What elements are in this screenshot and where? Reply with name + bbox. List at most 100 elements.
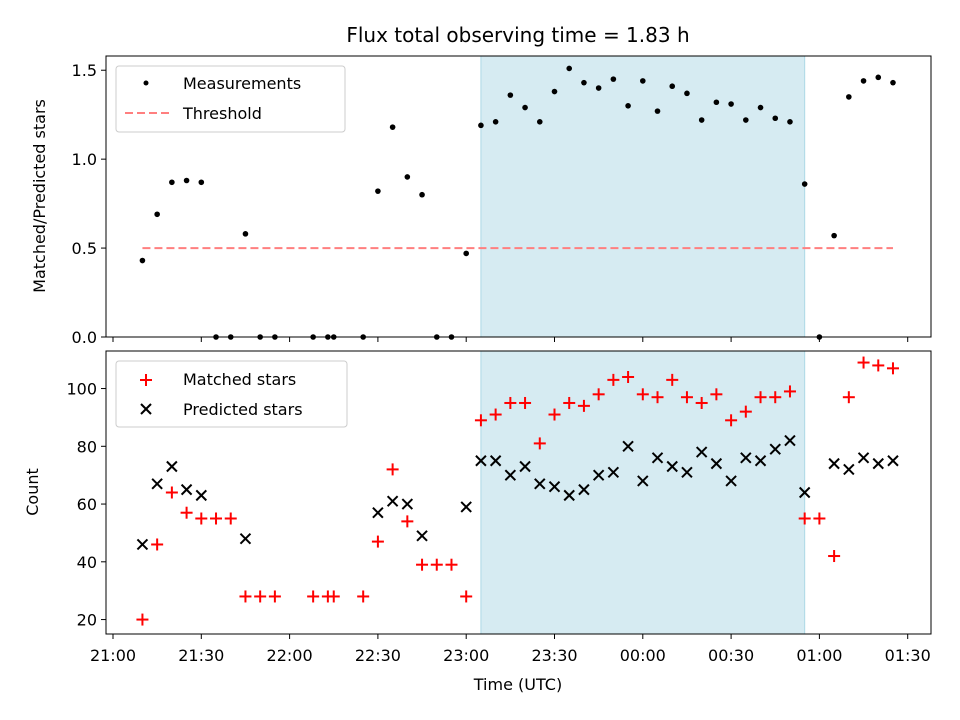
legend-predicted-label: Predicted stars <box>183 400 303 419</box>
predicted-stars-point <box>548 481 561 493</box>
bottom-x-tick-label: 23:00 <box>443 646 489 665</box>
predicted-stars-point <box>504 469 517 481</box>
measurement-point <box>890 79 896 86</box>
bottom-x-tick-label: 23:30 <box>531 646 577 665</box>
matched-stars-point <box>872 359 885 372</box>
predicted-stars-point <box>489 455 502 467</box>
top-shaded-interval <box>480 55 806 338</box>
predicted-stars-point <box>372 507 384 519</box>
predicted-stars-point <box>166 460 178 473</box>
matched-stars-point <box>371 535 384 548</box>
measurement-point <box>684 90 690 97</box>
legend-matched-label: Matched stars <box>183 370 296 389</box>
measurement-point <box>183 177 190 184</box>
bottom-y-tick-label: 20 <box>77 611 97 630</box>
top-y-tick-label: 1.0 <box>72 150 97 169</box>
top-marks <box>139 65 896 340</box>
bottom-axes-frame <box>105 350 932 635</box>
matched-stars-point <box>180 506 193 519</box>
predicted-stars-point <box>401 498 414 510</box>
measurement-point <box>154 211 160 218</box>
legend-threshold-label: Threshold <box>182 104 262 123</box>
matched-stars-point <box>445 558 458 571</box>
predicted-stars-point <box>592 469 605 481</box>
top-y-ticks: 0.0 0.5 1.0 1.5 <box>72 61 106 347</box>
predicted-stars-point <box>828 457 840 470</box>
predicted-stars-point <box>754 455 767 467</box>
bottom-panel: 20 40 60 80 100 21:00 21:30 22:00 22:30 23:00 23:… <box>23 350 932 694</box>
predicted-stars-point <box>769 443 781 455</box>
measurement-point <box>419 191 425 198</box>
measurement-point <box>242 231 249 237</box>
matched-stars-point <box>533 437 546 450</box>
matched-stars-point <box>151 538 164 551</box>
bottom-y-axis-label: Count <box>23 468 42 516</box>
predicted-stars-point <box>195 489 208 502</box>
measurement-point <box>743 117 749 123</box>
matched-stars-point <box>636 388 649 401</box>
predicted-stars-point <box>666 460 678 473</box>
measurement-point <box>640 78 646 84</box>
measurement-point <box>801 181 808 187</box>
measurement-point <box>536 119 543 125</box>
predicted-stars-point <box>798 486 811 499</box>
matched-stars-point <box>725 414 738 427</box>
top-legend-box <box>115 65 346 133</box>
predicted-stars-point <box>578 483 590 496</box>
bottom-x-tick-label: 21:00 <box>90 646 136 665</box>
matched-stars-point <box>710 388 723 401</box>
matched-stars-point <box>504 396 517 409</box>
top-y-axis-label: Matched/Predicted stars <box>30 99 49 293</box>
measurement-point <box>169 179 175 186</box>
matched-stars-point <box>386 463 399 476</box>
predicted-stars-point <box>563 489 575 502</box>
predicted-stars-point <box>475 455 487 467</box>
matched-stars-point <box>239 590 252 603</box>
bottom-y-tick-label: 100 <box>66 380 97 399</box>
measurement-point <box>787 119 793 125</box>
matched-stars-point <box>695 396 708 409</box>
predicted-stars-point <box>843 463 855 476</box>
measurement-point <box>654 108 661 114</box>
matched-stars-point <box>430 558 443 571</box>
predicted-stars-point <box>887 455 899 467</box>
predicted-stars-point <box>519 460 531 473</box>
matched-stars-point <box>474 414 487 427</box>
matched-stars-point <box>460 590 473 603</box>
predicted-stars-point <box>534 478 546 490</box>
predicted-stars-point <box>180 483 193 496</box>
measurement-point <box>463 250 470 257</box>
measurement-point <box>478 122 484 129</box>
measurement-point <box>875 74 882 81</box>
bottom-legend-box <box>115 360 348 428</box>
measurement-point <box>139 257 146 264</box>
bottom-x-ticks: 21:00 21:30 22:00 22:30 23:00 23:30 00:00 00:30… <box>90 634 931 665</box>
legend-predicted-marker <box>140 403 152 415</box>
measurement-point <box>757 104 764 111</box>
matched-stars-point <box>842 391 855 404</box>
predicted-stars-point <box>857 452 870 464</box>
matched-stars-point <box>224 512 237 525</box>
predicted-stars-point <box>695 446 708 458</box>
measurement-point <box>595 85 602 91</box>
measurement-point <box>698 117 705 123</box>
measurement-point <box>625 102 631 109</box>
matched-stars-point <box>592 388 605 401</box>
predicted-stars-point <box>239 532 252 545</box>
matched-stars-point <box>828 550 841 563</box>
matched-stars-point <box>307 590 320 603</box>
measurement-point <box>522 104 528 111</box>
measurement-point <box>713 99 720 106</box>
predicted-stars-point <box>622 440 634 453</box>
bottom-y-tick-label: 60 <box>77 495 97 514</box>
predicted-stars-point <box>416 530 428 542</box>
top-legend: Measurements Threshold <box>115 65 346 133</box>
matched-stars-point <box>754 391 767 404</box>
matched-stars-point <box>813 512 826 525</box>
bottom-x-tick-label: 00:00 <box>620 646 666 665</box>
matched-stars-point <box>783 385 796 398</box>
legend-measurements-marker <box>143 80 149 86</box>
matched-stars-point <box>622 370 635 383</box>
matched-stars-point <box>577 399 590 412</box>
measurement-point <box>610 76 617 82</box>
